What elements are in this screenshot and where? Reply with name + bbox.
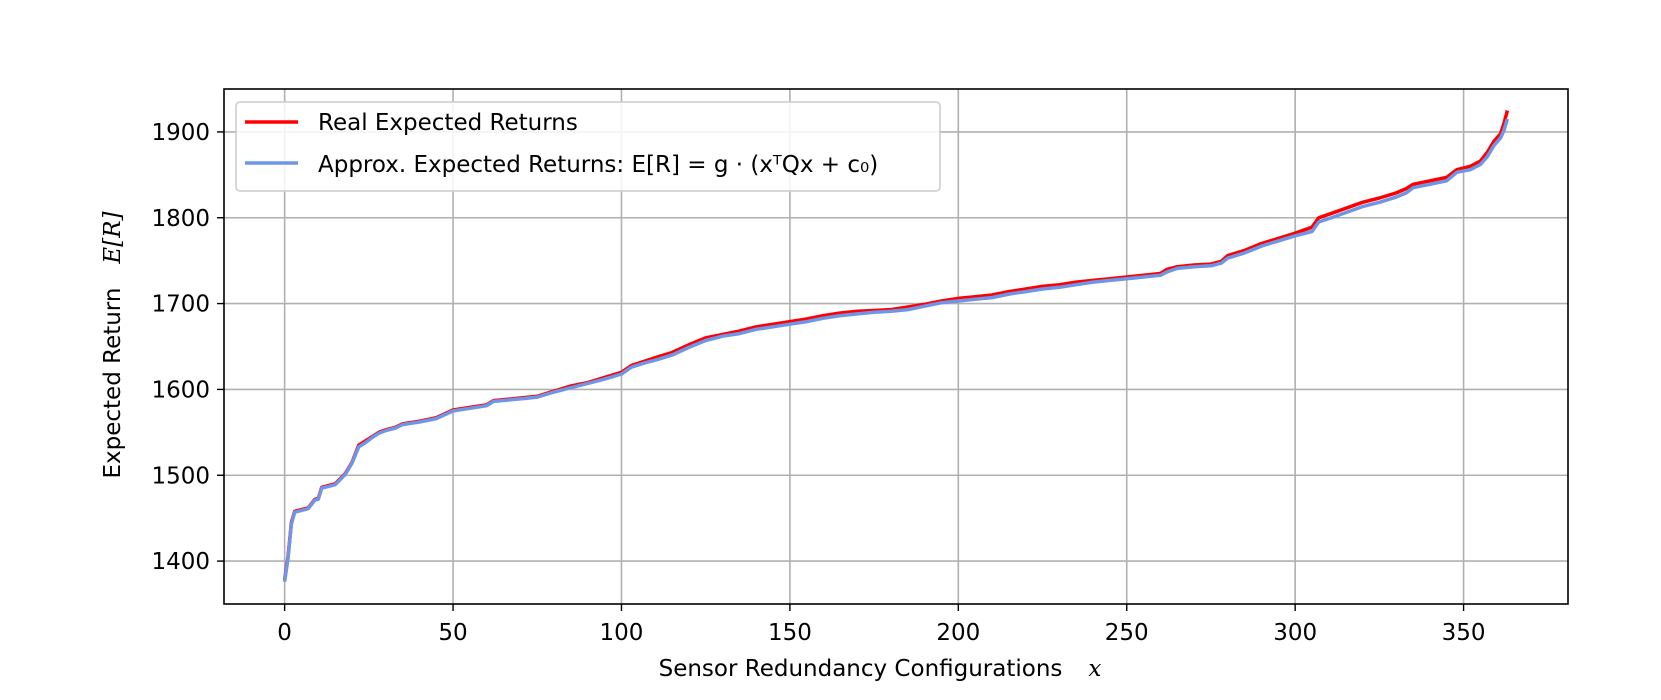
y-tick-label: 1600 xyxy=(151,377,210,403)
x-tick-label: 150 xyxy=(768,620,812,646)
y-axis-label: Expected Return E[R] xyxy=(100,211,126,478)
y-axis-symbol: E[R] xyxy=(100,211,126,264)
legend-box xyxy=(235,101,941,192)
y-axis-label-text: Expected Return xyxy=(100,288,126,479)
x-axis-label: Sensor Redundancy Configurations x xyxy=(659,656,1102,682)
x-tick-label: 250 xyxy=(1105,620,1149,646)
series-line-approx xyxy=(282,118,1510,582)
x-tick-label: 300 xyxy=(1273,620,1317,646)
legend-label-real: Real Expected Returns xyxy=(318,110,578,136)
x-tick-label: 200 xyxy=(936,620,980,646)
ticks: 0 50 100 150 200 250 300 350 1400 1500 1600 1700 180… xyxy=(151,120,1485,646)
y-tick-label: 1500 xyxy=(151,463,210,489)
plot-frame xyxy=(223,88,1569,605)
x-tick-label: 350 xyxy=(1442,620,1486,646)
y-tick-label: 1900 xyxy=(151,120,210,146)
y-tick-label: 1700 xyxy=(151,292,210,318)
y-tick-label: 1800 xyxy=(151,206,210,232)
x-tick-label: 50 xyxy=(438,620,467,646)
x-tick-label: 0 xyxy=(277,620,292,646)
y-tick-label: 1400 xyxy=(151,549,210,575)
x-axis-symbol: x xyxy=(1088,656,1101,682)
legend-label-approx: Approx. Expected Returns: E[R] = g · (xᵀ… xyxy=(318,152,878,178)
legend: Real Expected Returns Approx. Expected R… xyxy=(235,101,941,192)
x-tick-label: 100 xyxy=(600,620,644,646)
x-axis-label-text: Sensor Redundancy Configurations xyxy=(659,656,1063,682)
series-layer xyxy=(282,110,1510,582)
